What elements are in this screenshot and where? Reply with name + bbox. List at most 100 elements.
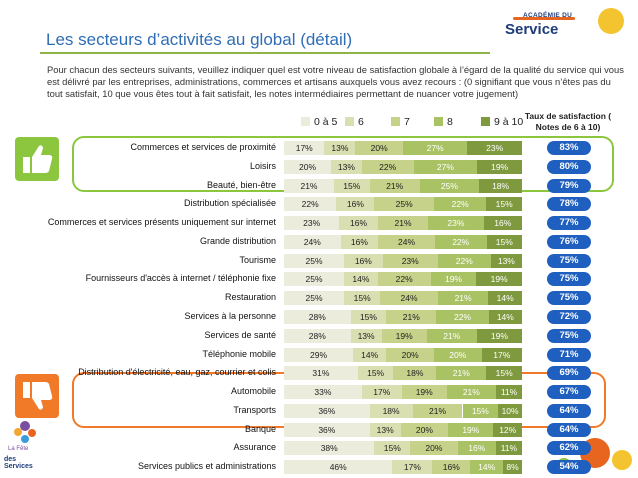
legend-swatch xyxy=(391,117,400,126)
academie-du-service-logo: ACADÉMIE DU Service xyxy=(505,12,583,46)
category-label: Commerces et services de proximité xyxy=(130,142,276,152)
bar-segment xyxy=(419,178,480,193)
satisfaction-score-badge: 64% xyxy=(547,403,591,418)
data-label: 16% xyxy=(346,199,364,210)
data-label: 24% xyxy=(303,236,321,247)
bar-segment xyxy=(284,178,334,193)
bar-segment xyxy=(284,460,393,475)
data-label: 31% xyxy=(312,368,330,379)
category-label: Distribution spécialisée xyxy=(183,198,276,209)
data-label: 18% xyxy=(406,368,424,379)
side-logo-line1: La Fête xyxy=(8,446,29,452)
bar-segment xyxy=(284,310,351,325)
bar-segment xyxy=(284,216,340,231)
category-label: Restauration xyxy=(224,292,276,303)
data-label: 25% xyxy=(440,180,458,191)
bar-segment xyxy=(446,385,497,400)
bar-segment xyxy=(470,460,504,475)
data-label: 16% xyxy=(442,462,460,473)
bar-segment xyxy=(336,197,375,212)
bar-segment xyxy=(284,197,337,212)
side-logo-line2: des Services xyxy=(4,456,33,470)
bar-segment xyxy=(400,422,449,437)
satisfaction-score-badge: 75% xyxy=(547,291,591,306)
bar-segment xyxy=(413,159,478,174)
data-label: 21% xyxy=(452,368,470,379)
data-label: 23% xyxy=(486,143,504,153)
bar-segment xyxy=(284,366,358,381)
bar-segment xyxy=(467,141,522,155)
bar-segment xyxy=(433,197,487,212)
data-label: 19% xyxy=(395,330,413,341)
satisfaction-score-badge: 72% xyxy=(547,310,591,325)
bar-segment xyxy=(403,141,468,155)
bar-segment xyxy=(496,385,522,400)
data-label: 16% xyxy=(494,218,512,229)
data-label: 22% xyxy=(379,161,397,172)
bar-segment xyxy=(448,422,494,437)
bar-segment xyxy=(481,347,522,362)
bar-segment xyxy=(436,310,489,325)
bar-segment xyxy=(344,253,383,268)
thumbs-up-icon xyxy=(15,137,59,181)
bar-segment xyxy=(355,141,403,155)
bar-segment xyxy=(340,234,379,249)
score-header: Taux de satisfaction ( Notes de 6 à 10) xyxy=(524,111,612,132)
category-label: Tourisme xyxy=(239,254,276,265)
bar-segment xyxy=(361,385,402,400)
data-label: 28% xyxy=(308,312,326,323)
data-label: 21% xyxy=(402,312,420,323)
bar-segment xyxy=(476,328,522,343)
page-title: Les secteurs d’activités au global (déta… xyxy=(46,30,353,49)
bar-segment xyxy=(361,159,414,174)
data-label: 16% xyxy=(350,218,368,229)
bar-segment xyxy=(433,347,482,362)
data-label: 36% xyxy=(318,424,336,435)
bar-segment xyxy=(353,347,387,362)
data-label: 22% xyxy=(455,255,473,266)
bar-segment xyxy=(386,347,434,362)
bar-segment xyxy=(284,141,325,155)
legend-label: 9 à 10 xyxy=(494,116,524,128)
satisfaction-score-badge: 75% xyxy=(547,328,591,343)
data-label: 23% xyxy=(303,218,321,229)
title-underline xyxy=(40,52,490,54)
bar-segment xyxy=(498,403,522,418)
data-label: 21% xyxy=(462,387,480,398)
category-label: Grande distribution xyxy=(199,235,276,246)
bar-segment xyxy=(339,216,378,231)
bar-segment xyxy=(331,159,362,174)
bar-segment xyxy=(488,291,522,306)
data-label: 22% xyxy=(452,236,470,247)
data-label: 8% xyxy=(506,462,519,473)
bar-segment xyxy=(437,291,489,306)
data-label: 36% xyxy=(318,405,336,416)
data-label: 17% xyxy=(373,387,391,398)
data-label: 33% xyxy=(314,387,332,398)
bar-segment xyxy=(378,234,435,249)
data-label: 18% xyxy=(382,405,400,416)
data-label: 14% xyxy=(478,462,496,473)
data-label: 24% xyxy=(398,236,416,247)
data-label: 20% xyxy=(425,443,443,454)
bar-segment xyxy=(393,366,437,381)
category-label: Assurance xyxy=(233,442,276,453)
bar-segment xyxy=(490,253,522,268)
legend-swatch xyxy=(345,117,354,126)
bar-segment xyxy=(284,328,351,343)
bar-segment xyxy=(284,347,354,362)
data-label: 19% xyxy=(491,161,509,172)
data-label: 25% xyxy=(305,293,323,304)
bar-segment xyxy=(381,328,427,343)
data-label: 19% xyxy=(490,274,508,285)
bar-segment xyxy=(486,234,522,249)
data-label: 15% xyxy=(353,293,371,304)
category-label: Transports xyxy=(233,404,276,415)
data-label: 22% xyxy=(395,274,413,285)
bar-segment xyxy=(357,366,394,381)
legend-label: 6 xyxy=(358,116,364,128)
legend-label: 7 xyxy=(404,116,410,128)
legend-swatch xyxy=(481,117,490,126)
data-label: 21% xyxy=(300,180,318,191)
category-label: Services de santé xyxy=(204,329,276,340)
